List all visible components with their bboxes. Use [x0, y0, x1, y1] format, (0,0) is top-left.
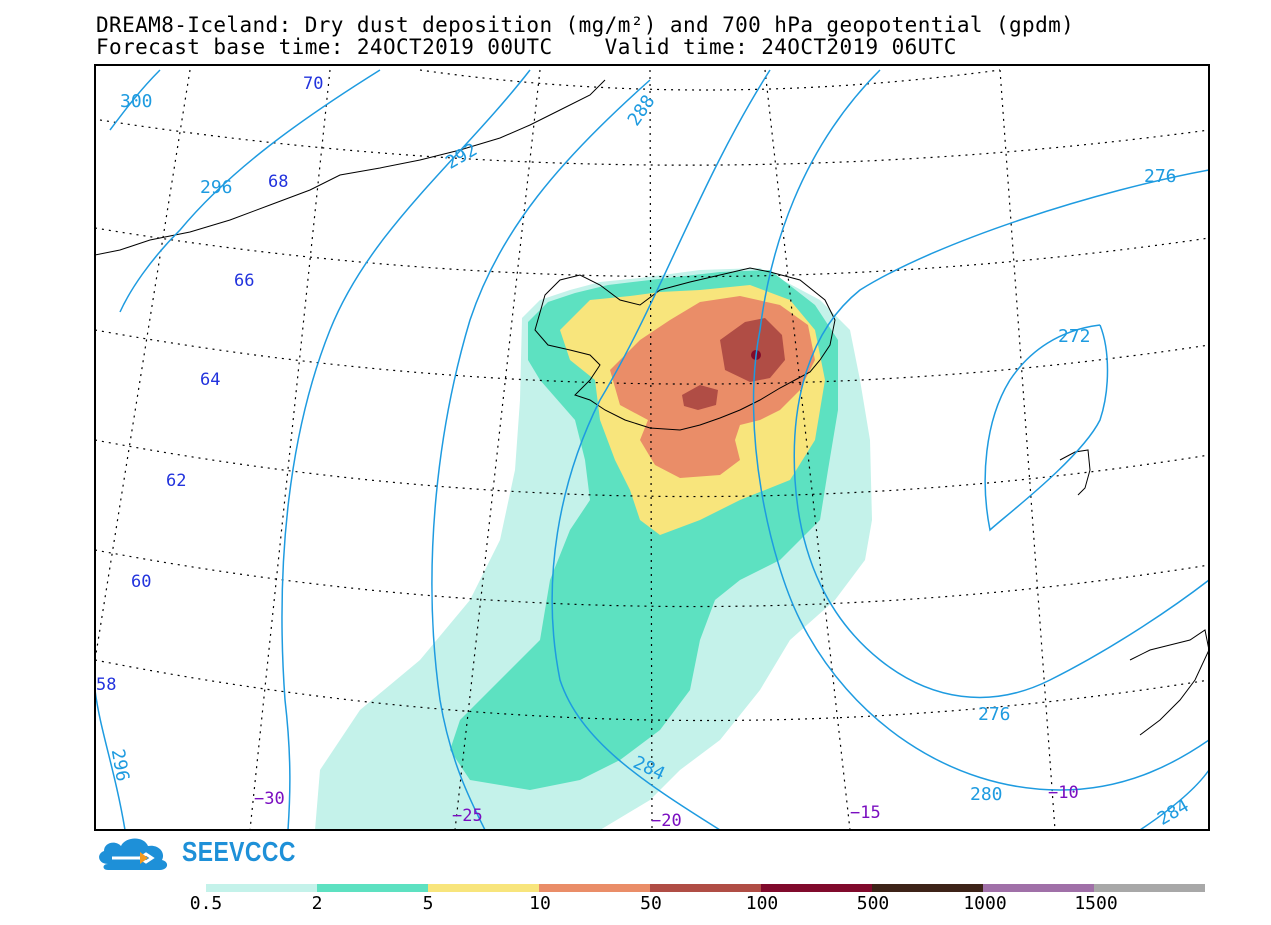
- contour-288: [431, 79, 651, 830]
- legend-swatch: [983, 884, 1094, 892]
- legend-swatch: [1094, 884, 1205, 892]
- legend-label: 1000: [963, 893, 1007, 914]
- lat-label-66: 66: [234, 271, 254, 291]
- coastline-faroe: [1059, 449, 1091, 496]
- contour-label-292: 292: [442, 139, 481, 173]
- parallel-68: [99, 119, 1209, 166]
- meridian-m35: [95, 69, 191, 661]
- legend-swatch: [650, 884, 761, 892]
- legend-label: 10: [529, 893, 551, 914]
- meridian-m15: [764, 69, 851, 830]
- contour-label-276: 276: [1144, 166, 1177, 187]
- lon-label-m10: −10: [1048, 783, 1079, 803]
- coastline-greenland: [95, 79, 606, 256]
- dust-field-50: [682, 318, 785, 410]
- contour-296: [119, 69, 381, 313]
- meridian-m25: [454, 69, 541, 830]
- contour-292: [281, 69, 531, 830]
- lon-label-m30: −30: [254, 789, 285, 809]
- parallel-64: [95, 329, 1209, 385]
- lat-label-68: 68: [268, 172, 288, 192]
- meridian-m20: [649, 69, 653, 830]
- legend-label: 0.5: [189, 893, 223, 914]
- legend-swatch: [206, 884, 317, 892]
- lon-label-m20: −20: [651, 811, 682, 831]
- legend-swatch: [317, 884, 428, 892]
- meridian-m30: [249, 69, 331, 830]
- contour-label-280: 280: [970, 784, 1003, 805]
- contour-label-296-left: 296: [107, 747, 133, 783]
- parallel-60: [95, 549, 1209, 608]
- coastline-scotland: [1129, 629, 1209, 736]
- lat-label-58: 58: [96, 675, 116, 695]
- contour-label-272: 272: [1058, 326, 1091, 347]
- contour-label-284-corner: 284: [1154, 795, 1193, 829]
- parallel-62: [95, 439, 1209, 498]
- lat-label-60: 60: [131, 572, 151, 592]
- contour-280: [752, 69, 1209, 791]
- legend-label: 5: [422, 893, 434, 914]
- parallel-70: [419, 69, 1001, 91]
- meridian-m10: [999, 69, 1056, 830]
- legend-label: 2: [311, 893, 323, 914]
- seevccc-logo: SEEVCCC: [94, 834, 314, 874]
- contour-296-left: [95, 689, 126, 830]
- contour-label-276-bottom: 276: [978, 704, 1011, 725]
- chart-subtitle: Forecast base time: 24OCT2019 00UTC Vali…: [96, 35, 957, 59]
- contour-300: [109, 69, 161, 131]
- contour-label-300: 300: [120, 91, 153, 112]
- contour-284: [551, 69, 771, 830]
- chart-title: DREAM8-Iceland: Dry dust deposition (mg/…: [96, 13, 1075, 37]
- legend-swatch: [539, 884, 650, 892]
- map-frame: [94, 64, 1210, 831]
- contour-label-296: 296: [200, 177, 233, 198]
- lon-label-m25: −25: [452, 806, 483, 826]
- lon-label-m15: −15: [850, 803, 881, 823]
- contour-272: [984, 324, 1109, 532]
- legend-swatch: [872, 884, 983, 892]
- legend-label: 100: [745, 893, 779, 914]
- cloud-logo-icon: [99, 838, 168, 870]
- logo-text: SEEVCCC: [182, 836, 296, 867]
- legend-label: 50: [640, 893, 662, 914]
- lat-label-62: 62: [166, 471, 186, 491]
- legend-label: 1500: [1074, 893, 1118, 914]
- lat-label-70: 70: [303, 74, 323, 94]
- contour-276: [793, 169, 1209, 699]
- legend-swatch: [761, 884, 872, 892]
- parallel-66: [95, 227, 1209, 278]
- contour-284-corner: [1139, 769, 1209, 830]
- contour-label-288: 288: [624, 91, 660, 130]
- legend-label: 500: [856, 893, 890, 914]
- legend-colorbar: [206, 884, 1205, 892]
- lat-label-64: 64: [200, 370, 220, 390]
- legend-swatch: [428, 884, 539, 892]
